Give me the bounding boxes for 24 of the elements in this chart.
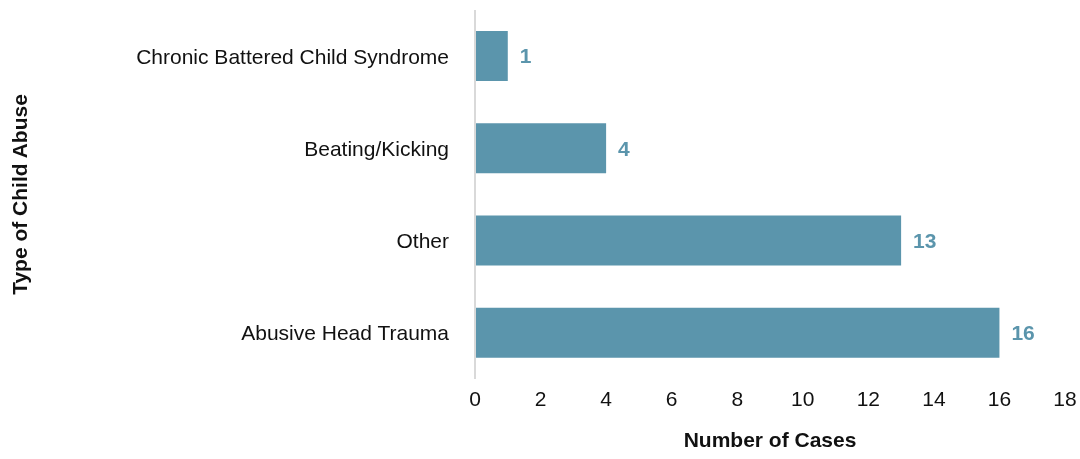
data-label: 4	[618, 136, 631, 160]
x-tick-label: 12	[856, 386, 881, 410]
data-label: 16	[1011, 321, 1035, 345]
x-tick-label: 4	[600, 386, 613, 410]
y-tick-label: Abusive Head Trauma	[241, 321, 450, 345]
y-axis-title: Type of Child Abuse	[8, 94, 32, 295]
bar	[475, 215, 902, 266]
bar	[475, 307, 1000, 358]
data-label: 13	[913, 228, 937, 252]
bar	[475, 123, 607, 174]
x-tick-label: 10	[791, 386, 815, 410]
x-tick-label: 2	[534, 386, 547, 410]
x-tick-label: 6	[665, 386, 678, 410]
y-tick-label: Chronic Battered Child Syndrome	[136, 44, 449, 68]
x-tick-label: 14	[922, 386, 946, 410]
data-label: 1	[519, 44, 532, 68]
x-tick-label: 16	[987, 386, 1012, 410]
x-axis-title: Number of Cases	[683, 428, 857, 451]
y-tick-label: Other	[396, 229, 449, 253]
bar	[475, 31, 508, 81]
x-tick-label: 0	[469, 386, 481, 410]
y-tick-label: Beating/Kicking	[304, 136, 449, 160]
x-tick-label: 8	[731, 386, 744, 410]
x-tick-label: 18	[1053, 386, 1077, 410]
